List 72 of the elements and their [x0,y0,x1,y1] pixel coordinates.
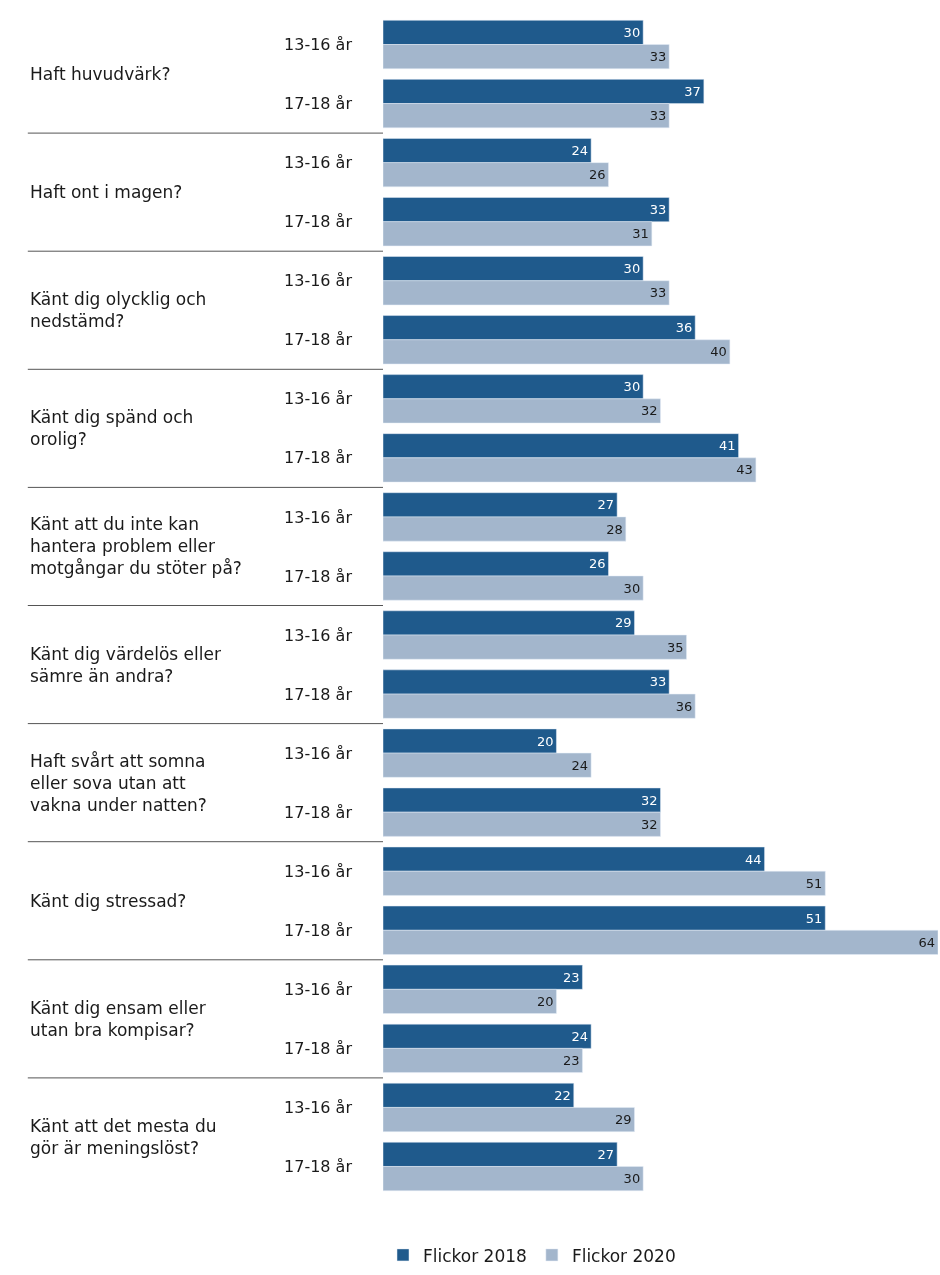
data-label: 30 [623,24,641,40]
data-label: 36 [675,320,693,336]
text: Haft ont i magen? [30,182,183,202]
text: Haft svårt att somna eller sova utan att vakna under natten? [30,751,207,816]
y-tick-label: 17-18 år [284,94,353,114]
data-label: 30 [623,261,641,277]
data-label: 32 [640,816,658,832]
y-tick-label: 17-18 år [284,1157,353,1177]
y-tick-label: 13-16 år [284,625,353,645]
data-label: 23 [562,969,580,985]
y-tick-label: 13-16 år [284,153,353,173]
y-tick-label: 17-18 år [284,920,353,940]
y-tick-label: 17-18 år [284,212,353,232]
y-tick-label: 13-16 år [284,507,353,527]
data-label: 30 [623,1171,641,1187]
data-label: 33 [649,674,667,690]
y-tick-label: 13-16 år [284,35,353,55]
data-label: 26 [588,556,606,572]
text: Känt dig spänd och orolig? [30,407,194,450]
data-label: 24 [571,143,589,159]
text: Känt dig ensam eller utan bra kompisar? [30,998,206,1041]
data-label: 37 [684,83,701,99]
data-label: 43 [736,462,753,478]
text: Känt att du inte kan hantera problem eller motgångar du stöter på? [30,514,242,579]
data-label: 29 [614,615,632,631]
data-label: 26 [588,167,606,183]
y-tick-label: 17-18 år [284,1038,353,1058]
data-label: 33 [649,202,667,218]
data-label: 33 [649,285,667,301]
data-label: 27 [597,1146,615,1162]
y-tick-label: 13-16 år [284,743,353,763]
data-label: 27 [597,497,615,513]
data-label: 32 [640,403,658,419]
y-tick-label: 17-18 år [284,448,353,468]
data-label: 24 [571,757,589,773]
data-label: 20 [536,993,554,1009]
legend-label: Flickor 2020 [571,1245,676,1266]
text: Känt dig olycklig och nedstämd? [30,289,207,332]
data-label: 44 [745,851,762,867]
text: Känt dig stressad? [30,891,187,911]
data-label: 24 [571,1028,589,1044]
data-label: 31 [632,226,649,242]
data-label: 28 [606,521,623,537]
y-tick-label: 13-16 år [284,271,353,291]
data-label: 30 [623,580,641,596]
text: Känt att det mesta du gör är meningslöst? [30,1116,217,1159]
data-label: 30 [623,379,641,395]
data-label: 36 [675,698,693,714]
data-label: 51 [805,875,823,891]
y-tick-label: 17-18 år [284,566,353,586]
data-label: 35 [666,639,684,655]
text: Känt dig värdelös eller sämre än andra? [30,644,221,687]
data-label: 41 [719,438,736,454]
data-label: 32 [640,792,658,808]
data-label: 64 [918,934,935,950]
text: Haft huvudvärk? [30,64,171,84]
y-tick-label: 13-16 år [284,1098,353,1118]
y-tick-label: 17-18 år [284,802,353,822]
y-tick-label: 13-16 år [284,861,353,881]
data-label: 33 [649,108,667,124]
data-label: 51 [805,910,823,926]
data-label: 22 [554,1087,571,1103]
y-tick-label: 17-18 år [284,330,353,350]
y-tick-label: 17-18 år [284,684,353,704]
data-label: 29 [614,1112,632,1128]
legend-label: Flickor 2018 [423,1245,527,1266]
data-label: 40 [710,344,727,360]
data-label: 20 [536,733,554,749]
y-tick-label: 13-16 år [284,389,353,409]
y-tick-label: 13-16 år [284,979,353,999]
data-label: 33 [649,49,667,65]
data-label: 23 [562,1052,580,1068]
